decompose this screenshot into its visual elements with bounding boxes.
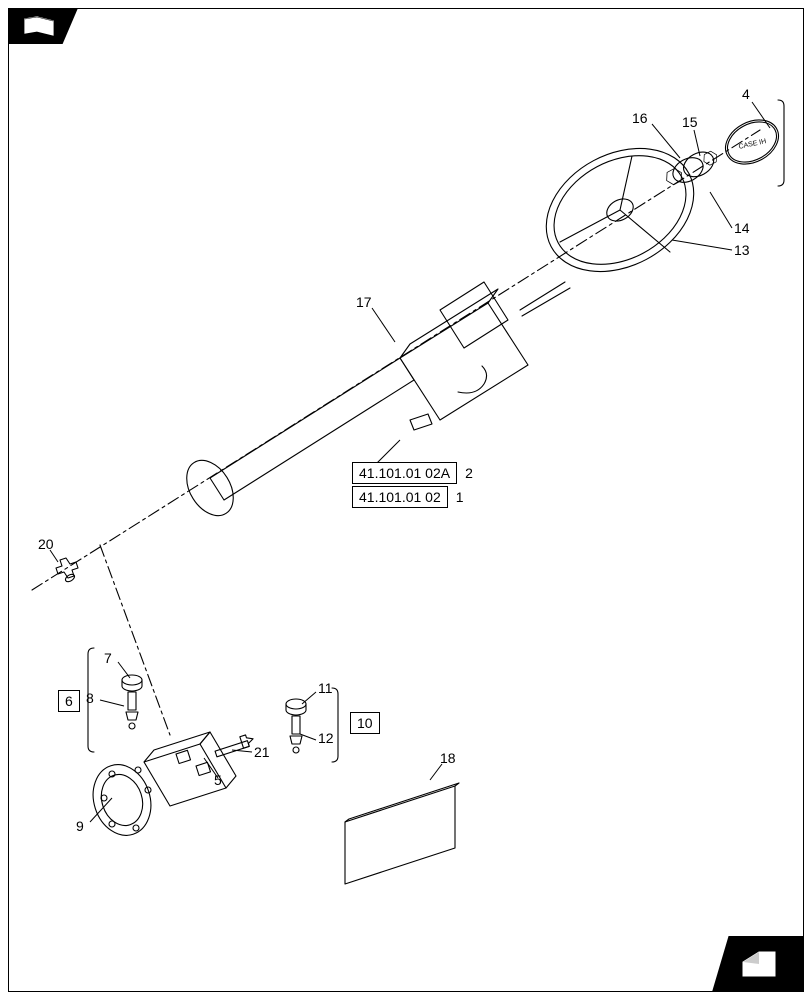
- callout-21: 21: [254, 744, 270, 760]
- ref-num-1: 2: [465, 465, 473, 481]
- callout-6: 6: [58, 690, 80, 712]
- ref-num-2: 1: [456, 489, 464, 505]
- callout-10: 10: [350, 712, 380, 734]
- callout-16: 16: [632, 110, 648, 126]
- callout-5: 5: [214, 772, 222, 788]
- ref-box-1: 41.101.01 02A: [352, 462, 457, 484]
- ref-row-2: 41.101.01 02 1: [352, 486, 464, 508]
- callout-13: 13: [734, 242, 750, 258]
- book-open-icon: [23, 15, 57, 37]
- callout-11: 11: [318, 680, 333, 696]
- callout-12: 12: [318, 730, 334, 746]
- callout-8: 8: [86, 690, 94, 706]
- callout-4: 4: [742, 86, 750, 102]
- callout-7: 7: [104, 650, 112, 666]
- ref-row-1: 41.101.01 02A 2: [352, 462, 473, 484]
- callout-17: 17: [356, 294, 372, 310]
- callout-15: 15: [682, 114, 698, 130]
- ref-box-2: 41.101.01 02: [352, 486, 448, 508]
- callout-20: 20: [38, 536, 54, 552]
- callout-18: 18: [440, 750, 456, 766]
- page-turn-icon: [737, 946, 787, 982]
- callout-14: 14: [734, 220, 750, 236]
- callout-9: 9: [76, 818, 84, 834]
